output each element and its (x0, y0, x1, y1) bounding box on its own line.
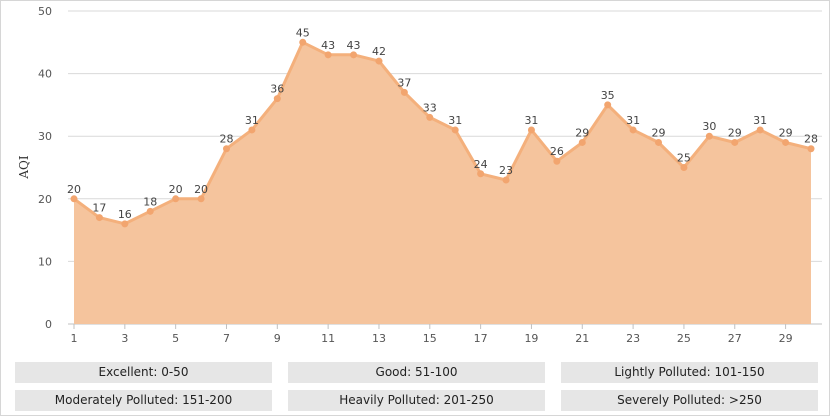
y-tick-label: 10 (38, 255, 52, 268)
aqi-area (74, 42, 811, 325)
data-point (222, 145, 230, 153)
data-label: 29 (779, 126, 793, 139)
data-label: 26 (550, 145, 564, 158)
data-point (553, 157, 561, 165)
data-label: 45 (296, 26, 310, 39)
data-label: 42 (372, 45, 386, 58)
data-point (807, 145, 815, 153)
data-label: 23 (499, 164, 513, 177)
data-point (426, 113, 434, 121)
data-point (273, 95, 281, 103)
data-label: 35 (601, 89, 615, 102)
data-point (146, 207, 154, 215)
legend-good: Good: 51-100 (288, 362, 545, 383)
data-label: 29 (728, 126, 742, 139)
legend-severely-polluted: Severely Polluted: >250 (561, 390, 818, 411)
data-point (121, 220, 129, 228)
data-point (451, 126, 459, 134)
data-label: 17 (92, 202, 106, 215)
data-label: 29 (652, 126, 666, 139)
data-label: 31 (524, 114, 538, 127)
y-tick-label: 40 (38, 68, 52, 81)
data-point (350, 51, 358, 59)
data-label: 20 (67, 183, 81, 196)
data-point (477, 170, 485, 178)
data-label: 16 (118, 208, 132, 221)
legend-excellent: Excellent: 0-50 (15, 362, 272, 383)
data-label: 37 (397, 76, 411, 89)
data-point (705, 132, 713, 140)
x-tick-label: 15 (423, 332, 437, 345)
data-label: 30 (702, 120, 716, 133)
x-tick-label: 7 (223, 332, 230, 345)
x-tick-label: 13 (372, 332, 386, 345)
x-tick-label: 25 (677, 332, 691, 345)
x-tick-label: 1 (71, 332, 78, 345)
data-label: 18 (143, 195, 157, 208)
data-point (680, 164, 688, 171)
data-label: 31 (448, 114, 462, 127)
data-point (782, 138, 790, 146)
x-tick-label: 19 (524, 332, 538, 345)
y-tick-label: 0 (45, 318, 52, 331)
x-tick-label: 23 (626, 332, 640, 345)
data-label: 43 (347, 39, 361, 52)
x-tick-label: 11 (321, 332, 335, 345)
data-point (70, 195, 78, 203)
x-tick-label: 21 (575, 332, 589, 345)
x-tick-label: 9 (274, 332, 281, 345)
legend-moderately-polluted: Moderately Polluted: 151-200 (15, 390, 272, 411)
x-axis: 1 3 5 7 9 11 13 15 17 19 21 23 25 27 29 (68, 323, 822, 345)
x-tick-label: 17 (474, 332, 488, 345)
data-label: 31 (753, 114, 767, 127)
data-point (197, 195, 205, 203)
x-tick-label: 5 (172, 332, 179, 345)
y-tick-label: 30 (38, 130, 52, 143)
x-tick-label: 29 (779, 332, 793, 345)
data-label: 31 (245, 114, 259, 127)
data-point (400, 88, 408, 96)
legend-heavily-polluted: Heavily Polluted: 201-250 (288, 390, 545, 411)
data-label: 20 (194, 183, 208, 196)
x-tick-label: 3 (121, 332, 128, 345)
data-point (578, 138, 586, 146)
data-point (756, 126, 764, 134)
data-point (95, 214, 103, 222)
data-point (172, 195, 180, 203)
data-point (375, 57, 383, 65)
y-tick-label: 50 (38, 5, 52, 18)
data-point (527, 126, 535, 134)
data-label: 25 (677, 152, 691, 165)
data-point (655, 138, 663, 146)
data-label: 28 (219, 133, 233, 146)
data-label: 20 (169, 183, 183, 196)
y-axis-title: AQI (17, 155, 31, 180)
data-point (299, 38, 307, 46)
data-point (629, 126, 637, 134)
data-points (70, 38, 815, 228)
data-label: 43 (321, 39, 335, 52)
data-point (731, 138, 739, 146)
data-label: 36 (270, 83, 284, 96)
data-label: 33 (423, 101, 437, 114)
y-tick-label: 20 (38, 193, 52, 206)
legend-lightly-polluted: Lightly Polluted: 101-150 (561, 362, 818, 383)
data-labels: 20 17 16 18 20 20 28 31 36 45 43 43 42 37 33 31 24 23 31 26… (67, 26, 818, 221)
data-label: 29 (575, 126, 589, 139)
aqi-legend: Excellent: 0-50 Good: 51-100 Lightly Pol… (15, 362, 819, 411)
data-point (248, 126, 256, 134)
data-point (324, 51, 332, 59)
data-point (604, 101, 612, 109)
y-axis-ticks: 0 10 20 30 40 50 (38, 5, 52, 331)
data-label: 28 (804, 133, 818, 146)
data-label: 31 (626, 114, 640, 127)
data-point (502, 176, 510, 184)
aqi-line (73, 40, 812, 226)
x-tick-label: 27 (728, 332, 742, 345)
data-label: 24 (474, 158, 488, 171)
